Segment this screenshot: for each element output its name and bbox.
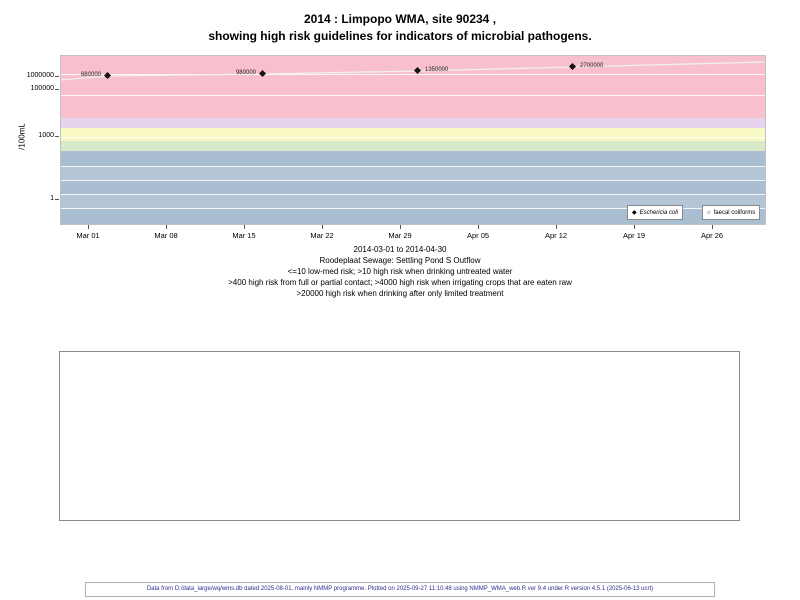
trend-line	[61, 61, 766, 81]
legend-label: Eschericia coli	[639, 209, 678, 216]
x-tick-label: Mar 22	[310, 231, 334, 240]
filled-diamond-icon: ◆	[632, 209, 637, 216]
caption-guideline-1: <=10 low-med risk; >10 high risk when dr…	[287, 267, 513, 276]
risk-band	[61, 180, 765, 194]
caption-guideline-2: >400 high risk from full or partial cont…	[228, 278, 572, 287]
caption-guideline-3: >20000 high risk when drinking after onl…	[296, 289, 504, 298]
data-point-label: 680000	[80, 72, 101, 78]
y-tick-mark	[55, 136, 59, 137]
data-point-label: 1350000	[425, 67, 449, 73]
plot-area: 680000 980000 1350000 2700000 ◆ Escheric…	[60, 55, 766, 225]
y-tick-label: 1000000	[26, 72, 54, 79]
risk-band	[61, 208, 765, 224]
x-tick-mark	[400, 225, 401, 229]
x-tick-label: Apr 12	[544, 231, 568, 240]
gridline	[61, 194, 765, 195]
risk-band	[61, 56, 765, 118]
y-tick-label: 1000	[38, 132, 54, 139]
x-tick-label: Apr 19	[622, 231, 646, 240]
gridline	[61, 208, 765, 209]
x-tick-label: Apr 26	[700, 231, 724, 240]
open-circle-icon: ○	[707, 209, 711, 216]
gridline	[61, 74, 765, 75]
x-tick-label: Mar 08	[154, 231, 178, 240]
risk-band	[61, 141, 765, 151]
x-tick-label: Mar 01	[76, 231, 100, 240]
risk-band	[61, 118, 765, 128]
gridline	[61, 137, 765, 138]
x-tick-mark	[244, 225, 245, 229]
y-tick-label: 100000	[30, 85, 54, 92]
empty-panel	[59, 351, 740, 521]
x-tick-label: Mar 29	[388, 231, 412, 240]
x-tick-mark	[478, 225, 479, 229]
chart-title-line2: showing high risk guidelines for indicat…	[208, 29, 592, 43]
risk-band	[61, 166, 765, 180]
y-tick-mark	[55, 89, 59, 90]
data-point-label: 980000	[235, 70, 256, 76]
x-tick-mark	[322, 225, 323, 229]
caption-site: Roodeplaat Sewage: Settling Pond S Outfl…	[319, 256, 481, 265]
x-tick-mark	[556, 225, 557, 229]
x-tick-mark	[634, 225, 635, 229]
chart-title-line1: 2014 : Limpopo WMA, site 90234 ,	[303, 12, 497, 26]
legend-ecoli: ◆ Eschericia coli	[627, 205, 683, 220]
legend-label: faecal coliforms	[713, 209, 756, 216]
y-tick-mark	[55, 76, 59, 77]
footer-provenance: Data from D:/data_large/wq/wms.db dated …	[85, 582, 715, 597]
gridline	[61, 166, 765, 167]
x-tick-mark	[88, 225, 89, 229]
data-point-label: 2700000	[580, 63, 604, 69]
gridline	[61, 180, 765, 181]
x-tick-mark	[166, 225, 167, 229]
caption-date-range: 2014-03-01 to 2014-04-30	[353, 245, 447, 254]
x-tick-label: Apr 05	[466, 231, 490, 240]
legend-faecal-coliforms: ○ faecal coliforms	[702, 205, 761, 220]
y-tick-label: 1	[50, 195, 54, 202]
x-tick-mark	[712, 225, 713, 229]
risk-band	[61, 151, 765, 166]
y-tick-mark	[55, 199, 59, 200]
risk-band	[61, 194, 765, 208]
gridline	[61, 95, 765, 96]
x-tick-label: Mar 15	[232, 231, 256, 240]
